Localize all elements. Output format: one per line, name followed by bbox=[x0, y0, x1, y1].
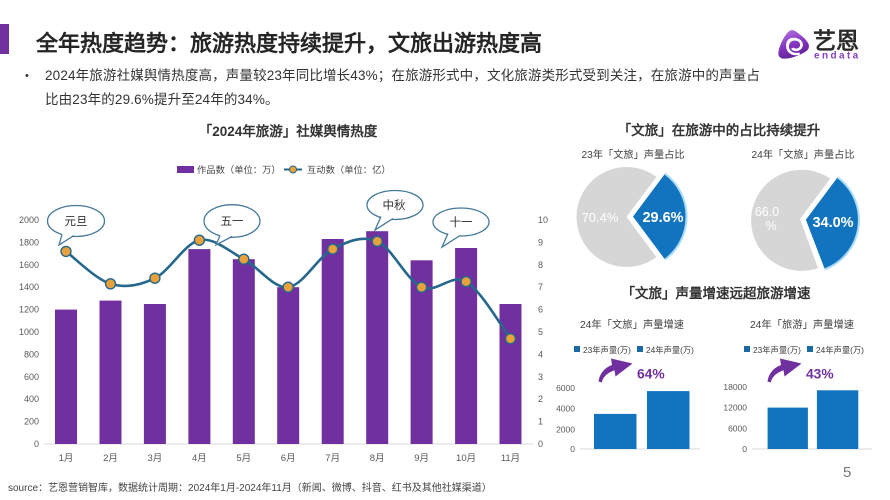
svg-text:2: 2 bbox=[538, 394, 543, 404]
svg-text:8: 8 bbox=[538, 260, 543, 270]
svg-text:「文旅」在旅游中的占比持续提升: 「文旅」在旅游中的占比持续提升 bbox=[618, 122, 821, 138]
svg-text:24年「文旅」声量占比: 24年「文旅」声量占比 bbox=[751, 148, 854, 161]
svg-text:6: 6 bbox=[538, 305, 543, 315]
svg-text:2000: 2000 bbox=[19, 215, 39, 225]
svg-text:24年「文旅」声量增速: 24年「文旅」声量增速 bbox=[580, 318, 684, 331]
svg-text:五一: 五一 bbox=[221, 216, 244, 228]
svg-text:600: 600 bbox=[24, 372, 39, 382]
svg-text:艺恩: 艺恩 bbox=[813, 28, 859, 54]
svg-text:3: 3 bbox=[538, 372, 543, 382]
svg-text:43%: 43% bbox=[806, 367, 834, 382]
svg-text:24年「旅游」声量增速: 24年「旅游」声量增速 bbox=[750, 318, 854, 331]
svg-text:800: 800 bbox=[24, 349, 39, 359]
svg-text:200: 200 bbox=[24, 417, 39, 427]
svg-text:23年声量(万): 23年声量(万) bbox=[583, 345, 631, 355]
svg-text:1: 1 bbox=[538, 417, 543, 427]
svg-text:34.0%: 34.0% bbox=[812, 215, 853, 231]
svg-text:5月: 5月 bbox=[236, 453, 251, 464]
svg-text:6000: 6000 bbox=[728, 423, 747, 433]
svg-text:1800: 1800 bbox=[19, 237, 39, 247]
svg-text:400: 400 bbox=[24, 394, 39, 404]
svg-text:18000: 18000 bbox=[723, 382, 747, 392]
svg-text:互动数（单位：亿）: 互动数（单位：亿） bbox=[307, 164, 391, 175]
svg-text:11月: 11月 bbox=[501, 453, 520, 464]
svg-text:4000: 4000 bbox=[556, 404, 575, 414]
svg-text:「文旅」声量增速远超旅游增速: 「文旅」声量增速远超旅游增速 bbox=[622, 285, 811, 301]
svg-text:23年声量(万): 23年声量(万) bbox=[753, 345, 801, 355]
svg-text:7月: 7月 bbox=[325, 453, 340, 464]
svg-text:70.4%: 70.4% bbox=[582, 210, 619, 225]
svg-text:9月: 9月 bbox=[414, 453, 429, 464]
svg-text:4月: 4月 bbox=[192, 453, 207, 464]
svg-text:6000: 6000 bbox=[556, 383, 575, 393]
svg-text:12000: 12000 bbox=[723, 403, 747, 413]
svg-text:64%: 64% bbox=[637, 367, 665, 382]
svg-text:0: 0 bbox=[742, 444, 747, 454]
svg-text:7: 7 bbox=[538, 282, 543, 292]
svg-text:6月: 6月 bbox=[281, 453, 296, 464]
svg-text:24年声量(万): 24年声量(万) bbox=[646, 345, 694, 355]
svg-text:%: % bbox=[765, 219, 776, 233]
svg-text:2000: 2000 bbox=[556, 424, 575, 434]
svg-text:1600: 1600 bbox=[19, 260, 39, 270]
svg-text:1000: 1000 bbox=[19, 327, 39, 337]
svg-text:9: 9 bbox=[538, 237, 543, 247]
svg-text:0: 0 bbox=[538, 439, 543, 449]
svg-text:2月: 2月 bbox=[103, 453, 118, 464]
svg-text:endata: endata bbox=[814, 51, 861, 62]
svg-text:66.0: 66.0 bbox=[755, 205, 779, 219]
svg-text:0: 0 bbox=[570, 444, 575, 454]
svg-text:「2024年旅游」社媒舆情热度: 「2024年旅游」社媒舆情热度 bbox=[199, 123, 378, 139]
svg-text:中秋: 中秋 bbox=[383, 198, 406, 212]
svg-text:1400: 1400 bbox=[19, 282, 39, 292]
svg-text:29.6%: 29.6% bbox=[642, 210, 683, 226]
svg-text:8月: 8月 bbox=[370, 453, 385, 464]
svg-text:十一: 十一 bbox=[450, 215, 473, 229]
svg-text:23年「文旅」声量占比: 23年「文旅」声量占比 bbox=[581, 148, 684, 161]
svg-text:3月: 3月 bbox=[148, 453, 163, 464]
svg-text:1月: 1月 bbox=[59, 453, 74, 464]
svg-text:10: 10 bbox=[538, 215, 548, 225]
svg-text:1200: 1200 bbox=[19, 305, 39, 315]
svg-text:24年声量(万): 24年声量(万) bbox=[816, 345, 864, 355]
svg-text:作品数（单位：万）: 作品数（单位：万） bbox=[197, 164, 281, 175]
svg-text:0: 0 bbox=[34, 439, 39, 449]
svg-text:4: 4 bbox=[538, 349, 543, 359]
svg-text:5: 5 bbox=[538, 327, 543, 337]
svg-text:10月: 10月 bbox=[456, 453, 476, 464]
svg-text:元旦: 元旦 bbox=[65, 216, 88, 228]
